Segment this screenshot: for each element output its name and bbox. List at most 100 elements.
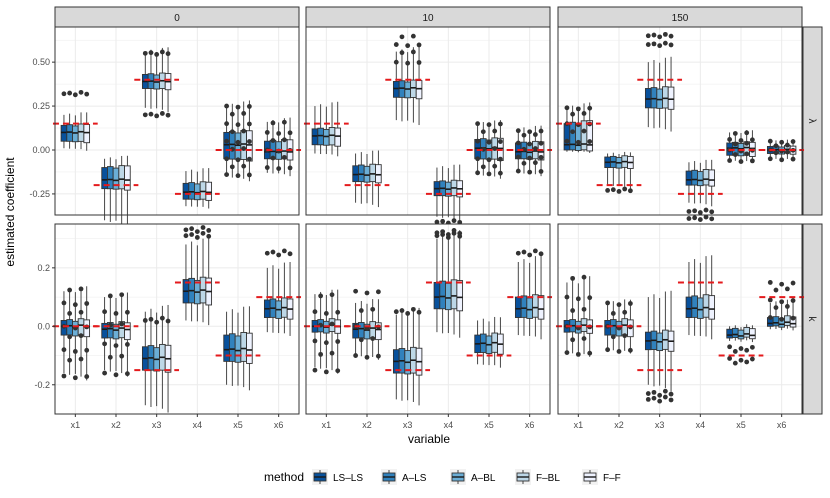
panel-border	[305, 26, 551, 216]
x-tick-label: x5	[233, 420, 243, 430]
outlier-point	[457, 230, 463, 236]
outlier-point	[318, 351, 324, 357]
outlier-point	[784, 149, 790, 155]
x-tick-label: x6	[777, 420, 787, 430]
category-x6	[256, 117, 302, 177]
outlier-point	[570, 337, 576, 343]
outlier-point	[686, 216, 692, 221]
outlier-point	[773, 143, 779, 149]
outlier-point	[270, 249, 276, 255]
outlier-point	[790, 156, 796, 162]
box-0	[60, 124, 68, 142]
outlier-point	[538, 128, 544, 134]
category-x5	[718, 130, 764, 164]
outlier-point	[165, 318, 171, 324]
outlier-point	[492, 128, 498, 134]
box-4	[83, 124, 91, 144]
box-0	[644, 88, 652, 109]
box-2	[575, 123, 582, 151]
box-3	[240, 331, 247, 362]
outlier-point	[480, 164, 486, 170]
outlier-point	[581, 128, 587, 134]
x-tick-label: x1	[71, 420, 81, 430]
outlier-point	[645, 396, 651, 402]
box-4	[375, 164, 382, 184]
box-0	[392, 81, 400, 98]
box-4	[708, 295, 716, 320]
outlier-point	[235, 122, 241, 128]
outlier-point	[67, 311, 73, 316]
box-2	[697, 297, 704, 319]
panel-0-1	[303, 26, 553, 226]
outlier-point	[767, 156, 773, 162]
outlier-point	[790, 315, 796, 321]
outlier-point	[78, 89, 84, 95]
outlier-point	[475, 156, 481, 162]
outlier-point	[581, 274, 587, 280]
outlier-point	[616, 349, 622, 354]
outlier-point	[410, 49, 416, 55]
outlier-point	[527, 155, 533, 161]
outlier-point	[657, 392, 663, 398]
legend-entry-2: A–BL	[450, 469, 496, 485]
outlier-point	[738, 138, 744, 143]
panel-background	[558, 27, 802, 215]
panel-border	[54, 223, 300, 415]
outlier-point	[224, 138, 230, 144]
outlier-point	[587, 139, 593, 144]
outlier-point	[587, 295, 593, 301]
outlier-point	[200, 230, 206, 236]
category-x2	[93, 155, 139, 227]
box-4	[334, 127, 342, 147]
box-2	[194, 183, 201, 201]
outlier-point	[738, 159, 744, 164]
outlier-point	[364, 290, 370, 296]
category-x1	[555, 274, 601, 357]
outlier-point	[697, 210, 703, 215]
category-x3	[637, 31, 683, 132]
outlier-point	[662, 31, 668, 37]
outlier-point	[329, 321, 335, 327]
box-4	[537, 295, 545, 320]
outlier-point	[738, 346, 744, 351]
box-3	[240, 130, 247, 160]
outlier-point	[270, 138, 276, 143]
outlier-point	[657, 398, 663, 404]
outlier-point	[692, 215, 698, 221]
outlier-point	[779, 316, 785, 322]
outlier-point	[416, 60, 422, 65]
category-x4	[174, 168, 220, 209]
outlier-point	[61, 373, 67, 379]
outlier-point	[287, 251, 293, 257]
outlier-point	[142, 112, 148, 118]
outlier-point	[570, 111, 576, 117]
outlier-point	[515, 128, 521, 134]
outlier-point	[113, 372, 119, 378]
outlier-point	[662, 388, 668, 394]
outlier-point	[732, 360, 738, 366]
outlier-point	[61, 347, 67, 353]
box-3	[702, 294, 710, 318]
outlier-point	[790, 298, 796, 303]
box-1	[229, 333, 236, 362]
outlier-point	[605, 188, 611, 193]
outlier-point	[84, 91, 90, 97]
box-4	[667, 86, 675, 110]
outlier-point	[224, 121, 230, 127]
box-4	[124, 322, 131, 341]
outlier-point	[527, 252, 533, 258]
outlier-point	[440, 218, 446, 224]
outlier-point	[287, 165, 293, 171]
y-tick-label: 0.0	[37, 321, 50, 331]
outlier-point	[335, 339, 341, 344]
outlier-point	[515, 154, 521, 160]
panel-border	[54, 26, 300, 216]
outlier-point	[264, 130, 270, 135]
outlier-point	[538, 169, 544, 174]
outlier-point	[335, 368, 341, 374]
category-x3	[134, 304, 180, 413]
outlier-point	[532, 248, 538, 254]
outlier-point	[657, 43, 663, 49]
outlier-point	[575, 139, 581, 145]
box-1	[358, 164, 365, 183]
